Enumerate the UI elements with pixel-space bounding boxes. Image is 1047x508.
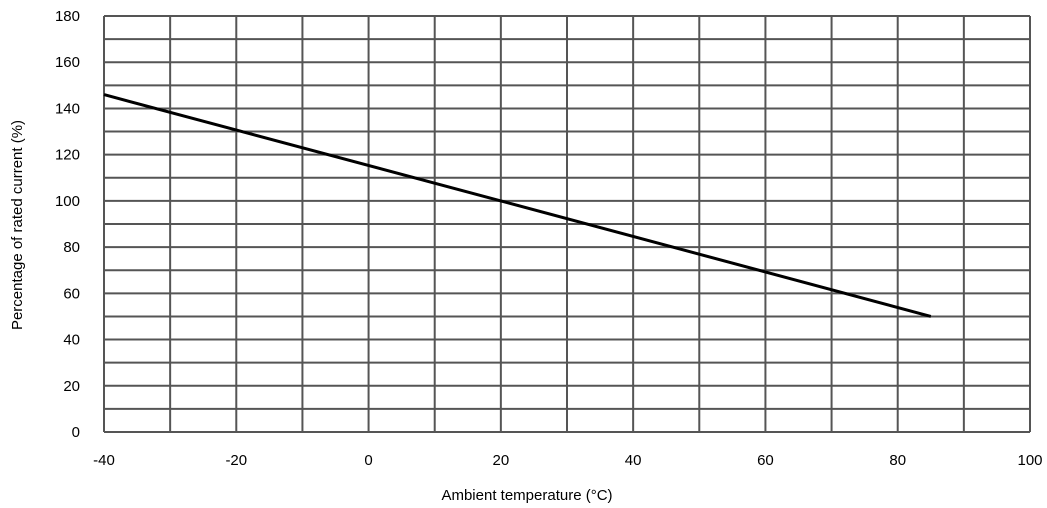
y-tick-label: 60 (63, 285, 80, 302)
x-tick-label: 100 (1017, 452, 1042, 469)
y-tick-label: 20 (63, 378, 80, 395)
y-axis-title: Percentage of rated current (%) (9, 120, 26, 330)
y-tick-label: 160 (55, 54, 80, 71)
x-axis-title: Ambient temperature (°C) (441, 487, 612, 504)
grid (103, 15, 1031, 433)
x-tick-label: 80 (889, 452, 906, 469)
x-tick-label: 40 (625, 452, 642, 469)
x-tick-label: 60 (757, 452, 774, 469)
y-tick-label: 0 (72, 424, 80, 441)
series-line (103, 93, 932, 318)
y-tick-label: 100 (55, 193, 80, 210)
y-axis-ticks: 0 20 40 60 80 100 120 140 160 180 (55, 8, 80, 441)
y-tick-label: 140 (55, 100, 80, 117)
y-tick-label: 40 (63, 332, 80, 349)
x-tick-label: -40 (93, 452, 115, 469)
y-tick-label: 80 (63, 239, 80, 256)
x-tick-label: 0 (364, 452, 372, 469)
y-tick-label: 180 (55, 8, 80, 25)
y-tick-label: 120 (55, 147, 80, 164)
x-tick-label: -20 (225, 452, 247, 469)
x-tick-label: 20 (493, 452, 510, 469)
x-axis-ticks: -40 -20 0 20 40 60 80 100 (93, 452, 1042, 469)
plot-area (103, 93, 932, 318)
